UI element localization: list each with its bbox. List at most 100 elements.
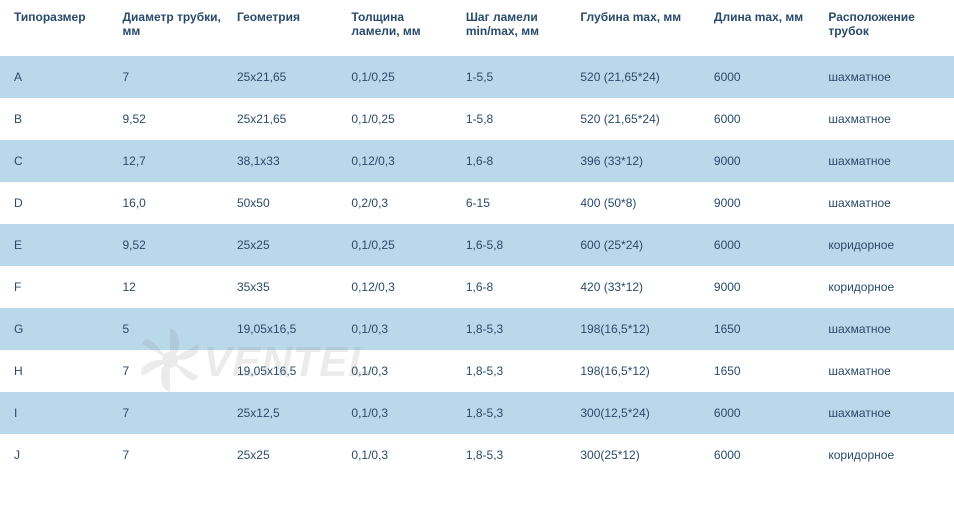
table-row: G519,05x16,50,1/0,31,8-5,3198(16,5*12)16…: [0, 308, 954, 350]
col-header-depth: Глубина max, мм: [572, 0, 706, 56]
col-header-diameter: Диаметр трубки, мм: [114, 0, 228, 56]
table-body: A725x21,650,1/0,251-5,5520 (21,65*24)600…: [0, 56, 954, 476]
table-cell: 7: [114, 392, 228, 434]
table-cell: шахматное: [820, 392, 954, 434]
table-header-row: Типоразмер Диаметр трубки, мм Геометрия …: [0, 0, 954, 56]
table-cell: 198(16,5*12): [572, 350, 706, 392]
table-cell: 50x50: [229, 182, 343, 224]
table-cell: 0,1/0,3: [343, 434, 457, 476]
table-cell: 1-5,5: [458, 56, 572, 98]
table-cell: 6000: [706, 56, 820, 98]
table-cell: 0,1/0,25: [343, 224, 457, 266]
table-cell: 12: [114, 266, 228, 308]
table-row: H719,05x16,50,1/0,31,8-5,3198(16,5*12)16…: [0, 350, 954, 392]
table-cell: 1650: [706, 308, 820, 350]
table-row: J725x250,1/0,31,8-5,3300(25*12)6000корид…: [0, 434, 954, 476]
table-cell: 19,05x16,5: [229, 350, 343, 392]
table-row: A725x21,650,1/0,251-5,5520 (21,65*24)600…: [0, 56, 954, 98]
table-cell: 0,1/0,3: [343, 350, 457, 392]
table-cell: 16,0: [114, 182, 228, 224]
table-cell: 0,2/0,3: [343, 182, 457, 224]
table-cell: 1-5,8: [458, 98, 572, 140]
table-cell: 0,1/0,3: [343, 392, 457, 434]
table-cell: B: [0, 98, 114, 140]
table-cell: I: [0, 392, 114, 434]
table-cell: 25x21,65: [229, 98, 343, 140]
table-cell: 400 (50*8): [572, 182, 706, 224]
table-cell: 1,8-5,3: [458, 350, 572, 392]
table-row: B9,5225x21,650,1/0,251-5,8520 (21,65*24)…: [0, 98, 954, 140]
table-cell: 7: [114, 350, 228, 392]
table-cell: 0,12/0,3: [343, 140, 457, 182]
table-cell: 198(16,5*12): [572, 308, 706, 350]
table-row: C12,738,1x330,12/0,31,6-8396 (33*12)9000…: [0, 140, 954, 182]
col-header-thickness: Толщина ламели, мм: [343, 0, 457, 56]
col-header-step: Шаг ламели min/max, мм: [458, 0, 572, 56]
table-cell: H: [0, 350, 114, 392]
table-cell: 0,12/0,3: [343, 266, 457, 308]
table-cell: 300(12,5*24): [572, 392, 706, 434]
table-cell: шахматное: [820, 308, 954, 350]
table-cell: F: [0, 266, 114, 308]
table-cell: 300(25*12): [572, 434, 706, 476]
table-cell: 1,6-8: [458, 266, 572, 308]
table-cell: коридорное: [820, 434, 954, 476]
table-cell: 19,05x16,5: [229, 308, 343, 350]
table-cell: 7: [114, 434, 228, 476]
table-cell: 6000: [706, 98, 820, 140]
table-cell: 6-15: [458, 182, 572, 224]
table-cell: 520 (21,65*24): [572, 56, 706, 98]
table-row: E9,5225x250,1/0,251,6-5,8600 (25*24)6000…: [0, 224, 954, 266]
spec-table: Типоразмер Диаметр трубки, мм Геометрия …: [0, 0, 954, 476]
table-cell: шахматное: [820, 98, 954, 140]
table-cell: 1650: [706, 350, 820, 392]
table-cell: 25x25: [229, 434, 343, 476]
table-cell: 0,1/0,25: [343, 56, 457, 98]
table-cell: коридорное: [820, 224, 954, 266]
table-cell: 9,52: [114, 98, 228, 140]
table-cell: 38,1x33: [229, 140, 343, 182]
table-cell: 0,1/0,3: [343, 308, 457, 350]
col-header-geometry: Геометрия: [229, 0, 343, 56]
table-cell: J: [0, 434, 114, 476]
table-cell: A: [0, 56, 114, 98]
col-header-length: Длина max, мм: [706, 0, 820, 56]
table-cell: 12,7: [114, 140, 228, 182]
table-cell: 6000: [706, 392, 820, 434]
table-cell: 25x12,5: [229, 392, 343, 434]
table-cell: D: [0, 182, 114, 224]
col-header-layout: Расположение трубок: [820, 0, 954, 56]
table-cell: 9000: [706, 140, 820, 182]
table-cell: G: [0, 308, 114, 350]
table-cell: 1,8-5,3: [458, 434, 572, 476]
table-cell: 9,52: [114, 224, 228, 266]
table-cell: 600 (25*24): [572, 224, 706, 266]
table-cell: 6000: [706, 434, 820, 476]
table-cell: шахматное: [820, 56, 954, 98]
table-cell: шахматное: [820, 182, 954, 224]
table-row: I725x12,50,1/0,31,8-5,3300(12,5*24)6000ш…: [0, 392, 954, 434]
table-cell: 1,8-5,3: [458, 308, 572, 350]
table-cell: C: [0, 140, 114, 182]
table-row: D16,050x500,2/0,36-15400 (50*8)9000шахма…: [0, 182, 954, 224]
table-cell: 9000: [706, 266, 820, 308]
table-cell: 0,1/0,25: [343, 98, 457, 140]
table-cell: 6000: [706, 224, 820, 266]
table-cell: шахматное: [820, 350, 954, 392]
table-cell: 1,6-5,8: [458, 224, 572, 266]
table-row: F1235x350,12/0,31,6-8420 (33*12)9000кори…: [0, 266, 954, 308]
table-cell: 1,6-8: [458, 140, 572, 182]
table-cell: 420 (33*12): [572, 266, 706, 308]
table-cell: шахматное: [820, 140, 954, 182]
table-cell: коридорное: [820, 266, 954, 308]
table-cell: 396 (33*12): [572, 140, 706, 182]
table-cell: 1,8-5,3: [458, 392, 572, 434]
col-header-type: Типоразмер: [0, 0, 114, 56]
table-cell: 520 (21,65*24): [572, 98, 706, 140]
table-cell: 25x21,65: [229, 56, 343, 98]
table-cell: 5: [114, 308, 228, 350]
table-cell: E: [0, 224, 114, 266]
table-cell: 25x25: [229, 224, 343, 266]
table-cell: 35x35: [229, 266, 343, 308]
table-cell: 7: [114, 56, 228, 98]
